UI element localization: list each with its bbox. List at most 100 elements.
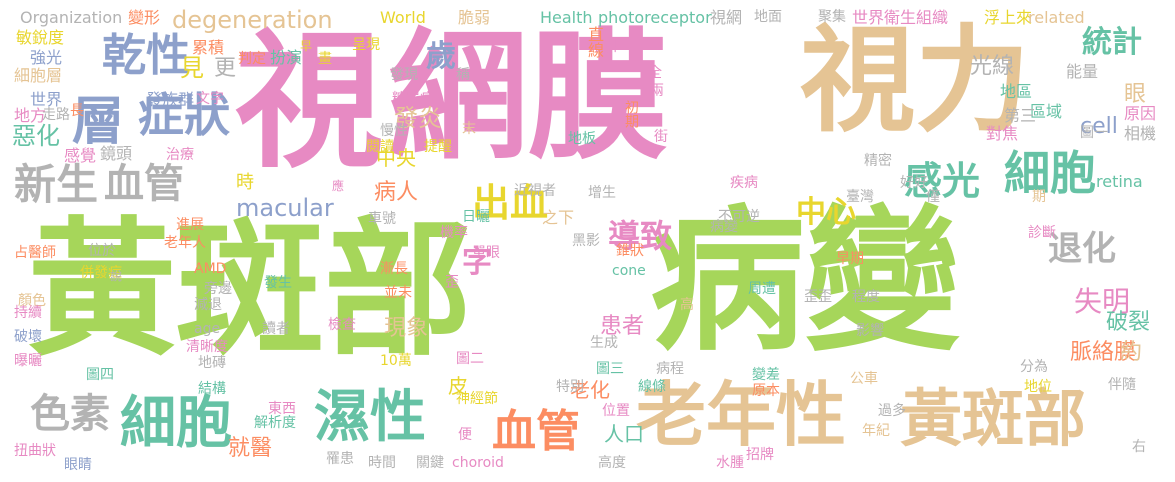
cloud-word: 漸長 [380, 261, 408, 277]
cloud-word: 顏色 [18, 293, 46, 309]
cloud-word: 判定 [238, 51, 266, 67]
cloud-word: 浮上來 [984, 8, 1033, 27]
cloud-word: 色素 [30, 391, 110, 437]
cloud-word: 地磚 [198, 355, 226, 371]
cloud-word: 曝曬 [14, 353, 42, 369]
cloud-word: 機率 [440, 225, 468, 241]
cloud-word: 光線 [970, 54, 1015, 79]
cloud-word: 第三 [1004, 106, 1037, 125]
cloud-word: 約 [1120, 340, 1143, 365]
cloud-word: Organization [20, 8, 123, 27]
cloud-word: 影響 [856, 323, 884, 339]
cloud-word: 右 [1132, 439, 1146, 455]
cloud-word: Health [540, 8, 593, 27]
cloud-word: 破壞 [14, 329, 42, 345]
cloud-word: 黑影 [572, 233, 600, 249]
cloud-word: 讀者 [262, 321, 290, 337]
cloud-word: 細胞 [120, 391, 232, 456]
cloud-word: 累積 [192, 38, 225, 57]
cloud-word: 對焦 [986, 124, 1019, 143]
cloud-word: 發炎 [394, 104, 442, 132]
cloud-word: 文字 [196, 91, 224, 107]
cloud-word: 線條 [638, 379, 666, 395]
cloud-word: 黃斑部 [28, 204, 472, 376]
cloud-word: 乾性 [102, 30, 190, 81]
cloud-word: 精密 [864, 153, 892, 169]
cloud-word: 地區 [1000, 82, 1033, 101]
cloud-word: 公車 [850, 371, 878, 387]
cloud-word: 病程 [656, 361, 684, 377]
cloud-word: 車號 [368, 211, 396, 227]
cloud-word: 眼睛 [64, 457, 92, 473]
cloud-word: 網膜 [388, 16, 669, 179]
cloud-word: 占醫師 [14, 245, 56, 261]
cloud-word: 日曬 [462, 209, 490, 225]
cloud-word: 變形 [128, 8, 161, 27]
cloud-word: 眼 [1124, 82, 1147, 107]
cloud-word: 地板 [568, 131, 596, 147]
cloud-word: macular [236, 194, 334, 222]
cloud-word: 增生 [588, 185, 616, 201]
cloud-word: 發生 [264, 275, 292, 291]
cloud-word: 地位 [1024, 379, 1052, 395]
cloud-word: 應 [332, 179, 345, 193]
cloud-word: 強光 [30, 48, 63, 67]
cloud-word: 高 [680, 297, 694, 313]
cloud-word: World [380, 8, 426, 27]
cloud-word: 東西 [268, 401, 296, 417]
cloud-word: 聚集 [818, 9, 846, 25]
cloud-word: 導致 [608, 217, 673, 255]
cloud-word: 時間 [368, 455, 396, 471]
cloud-word: 失明 [1074, 285, 1131, 318]
cloud-word: 持續 [14, 305, 42, 321]
cloud-word: 走路 [42, 107, 70, 123]
cloud-word: 患者 [600, 314, 645, 339]
cloud-word: 血管 [492, 406, 580, 457]
cloud-word: 不可逆 [718, 209, 760, 225]
cloud-word: cone [612, 263, 646, 279]
cloud-word: 伴隨 [1108, 377, 1136, 393]
cloud-word: 疾病 [730, 175, 758, 191]
cloud-word: 進展 [176, 217, 204, 233]
cloud-word: 臺灣 [846, 189, 874, 205]
cloud-word: 說 [110, 269, 123, 283]
cloud-word: 感覺 [64, 146, 97, 165]
cloud-word: 層 [72, 92, 125, 152]
cloud-word: 提醒 [424, 139, 452, 155]
cloud-word: 稱 [456, 67, 470, 83]
cloud-word: 區域 [1030, 102, 1063, 121]
cloud-word: 便 [458, 427, 472, 443]
cloud-word: 細胞 [1004, 146, 1096, 200]
cloud-word: 視力 [800, 14, 1031, 148]
cloud-word: 解析度 [254, 415, 296, 431]
cloud-word: 特別 [556, 379, 584, 395]
cloud-word: 惡化 [12, 122, 60, 150]
cloud-word: 水腫 [716, 455, 744, 471]
cloud-word: 圖四 [86, 367, 114, 383]
cloud-word: AMD [194, 261, 227, 277]
cloud-word: 位於 [88, 243, 116, 259]
cloud-word: 血管 [104, 161, 184, 207]
cloud-word: 視 [235, 16, 383, 188]
cloud-word: 發現 [390, 67, 418, 83]
cloud-word: 能量 [1066, 62, 1099, 81]
cloud-word: 閱讀 [366, 139, 394, 155]
cloud-word: 罹患 [326, 451, 354, 467]
cloud-word: 高度 [598, 455, 626, 471]
cloud-word: 濕性 [314, 385, 426, 450]
cloud-word: 老年人 [164, 235, 206, 251]
cloud-word: 檢查 [328, 317, 356, 333]
cloud-word: 過多 [878, 403, 906, 419]
cloud-word: 街 [654, 129, 668, 145]
cloud-word: 位置 [602, 403, 630, 419]
cloud-word: 破裂 [1106, 310, 1151, 335]
cloud-word: 生成 [590, 335, 618, 351]
cloud-word: cell [1080, 114, 1118, 139]
cloud-word: 病人 [374, 180, 419, 205]
cloud-word: 老年性 [636, 374, 846, 456]
cloud-word: 招牌 [746, 447, 774, 463]
cloud-word: 神經節 [456, 391, 498, 407]
cloud-word: 歪歪 [804, 289, 832, 305]
cloud-word: degeneration [172, 6, 333, 34]
cloud-word: 中央 [376, 146, 416, 170]
